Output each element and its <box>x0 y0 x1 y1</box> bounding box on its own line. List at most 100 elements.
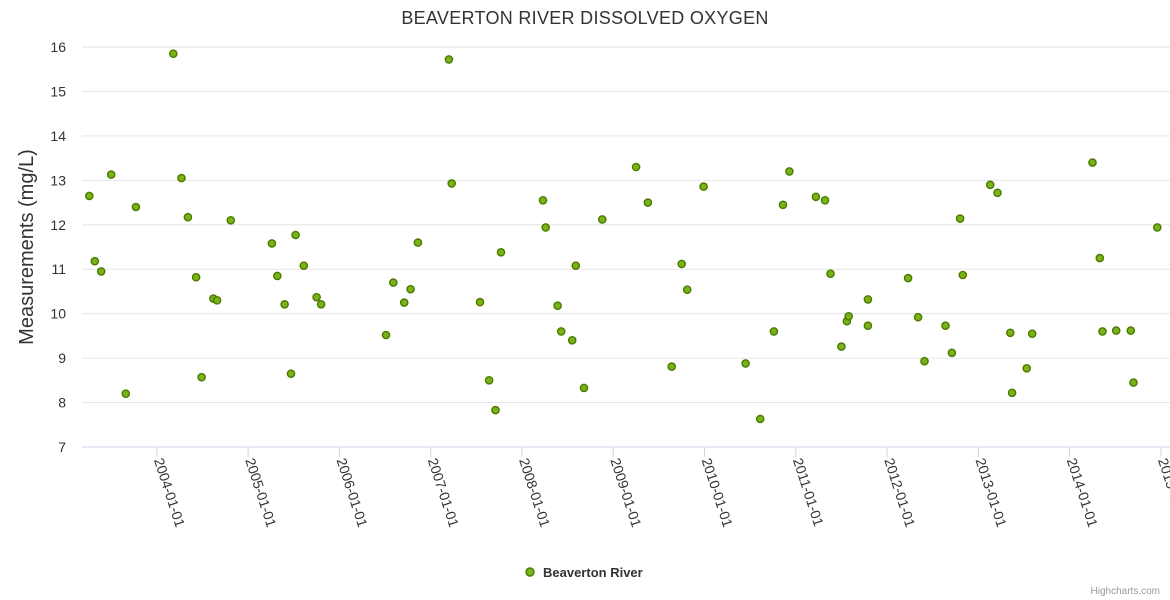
data-point[interactable] <box>484 375 494 385</box>
legend-label-beaverton-river[interactable]: Beaverton River <box>543 565 643 580</box>
data-point[interactable] <box>447 179 457 188</box>
data-point[interactable] <box>191 272 201 282</box>
data-point[interactable] <box>177 173 186 183</box>
data-point[interactable] <box>106 170 116 179</box>
data-point[interactable] <box>444 55 454 64</box>
data-point[interactable] <box>381 330 391 340</box>
data-point[interactable] <box>267 239 277 248</box>
data-point[interactable] <box>631 162 641 172</box>
data-point[interactable] <box>941 321 950 331</box>
y-tick-label: 14 <box>50 128 66 144</box>
data-point[interactable] <box>741 359 750 368</box>
data-point[interactable] <box>475 297 485 307</box>
data-point[interactable] <box>598 215 607 224</box>
data-point[interactable] <box>571 261 581 271</box>
grid-lines <box>82 46 1170 448</box>
data-point[interactable] <box>785 167 794 176</box>
data-point[interactable] <box>985 180 995 190</box>
data-point[interactable] <box>131 202 141 212</box>
data-point[interactable] <box>413 238 423 247</box>
data-point[interactable] <box>863 295 873 304</box>
chart-title: BEAVERTON RIVER DISSOLVED OXYGEN <box>401 8 768 28</box>
y-tick-label: 9 <box>58 350 66 366</box>
data-point[interactable] <box>1153 223 1162 232</box>
data-point[interactable] <box>90 256 100 266</box>
data-point[interactable] <box>769 327 779 336</box>
data-point[interactable] <box>826 269 835 279</box>
series-points <box>85 49 1162 424</box>
data-point[interactable] <box>291 230 300 240</box>
data-point[interactable] <box>820 195 830 205</box>
data-point[interactable] <box>406 284 415 294</box>
data-point[interactable] <box>183 212 193 222</box>
data-point[interactable] <box>553 301 562 311</box>
data-point[interactable] <box>1126 326 1136 335</box>
data-point[interactable] <box>496 247 506 257</box>
data-point[interactable] <box>491 405 500 415</box>
legend[interactable]: Beaverton River <box>525 565 643 580</box>
data-point[interactable] <box>863 321 873 331</box>
x-tick-label: 2007-01-01 <box>425 456 462 529</box>
x-tick-label: 2010-01-01 <box>699 456 736 529</box>
data-point[interactable] <box>1098 327 1107 336</box>
data-point[interactable] <box>1129 378 1138 387</box>
y-axis-label: Measurements (mg/L) <box>16 149 38 345</box>
data-point[interactable] <box>844 311 854 321</box>
data-point[interactable] <box>755 414 765 424</box>
y-axis-ticks: 7 8 9 10 11 12 13 14 15 16 <box>50 39 66 455</box>
x-tick-label: 2004-01-01 <box>151 456 188 529</box>
data-point[interactable] <box>955 214 965 223</box>
data-point[interactable] <box>811 192 821 202</box>
data-point[interactable] <box>682 285 692 295</box>
y-tick-label: 10 <box>50 306 66 322</box>
data-point[interactable] <box>778 200 788 210</box>
data-point[interactable] <box>212 295 222 305</box>
data-point[interactable] <box>96 267 106 276</box>
data-point[interactable] <box>643 198 653 207</box>
data-point[interactable] <box>913 312 923 322</box>
data-point[interactable] <box>197 372 206 382</box>
data-point[interactable] <box>280 299 289 309</box>
data-point[interactable] <box>1111 326 1121 335</box>
data-point[interactable] <box>388 278 398 287</box>
data-point[interactable] <box>312 292 321 302</box>
data-point[interactable] <box>958 270 968 280</box>
data-point[interactable] <box>579 383 589 393</box>
data-point[interactable] <box>85 191 94 201</box>
data-point[interactable] <box>903 273 913 283</box>
data-point[interactable] <box>920 356 929 366</box>
data-point[interactable] <box>677 259 687 269</box>
data-point[interactable] <box>121 389 131 399</box>
data-point[interactable] <box>993 188 1002 198</box>
data-point[interactable] <box>667 362 677 371</box>
data-point[interactable] <box>272 271 282 281</box>
y-tick-label: 12 <box>50 217 66 233</box>
data-point[interactable] <box>1006 328 1015 338</box>
x-tick-label: 2015-01-01 <box>1155 456 1170 529</box>
data-point[interactable] <box>1027 329 1037 339</box>
legend-marker <box>525 567 535 577</box>
data-point[interactable] <box>1088 158 1097 167</box>
y-tick-label: 8 <box>58 395 66 411</box>
data-point[interactable] <box>299 261 309 271</box>
data-point[interactable] <box>556 327 566 336</box>
data-point[interactable] <box>286 369 296 379</box>
data-point[interactable] <box>541 223 551 232</box>
data-point[interactable] <box>947 348 957 358</box>
data-point[interactable] <box>226 215 236 225</box>
y-tick-label: 16 <box>50 39 66 55</box>
data-point[interactable] <box>168 49 178 59</box>
data-point[interactable] <box>699 182 708 191</box>
data-point[interactable] <box>316 299 326 309</box>
data-point[interactable] <box>567 335 577 345</box>
y-tick-label: 7 <box>58 439 66 455</box>
data-point[interactable] <box>837 342 846 351</box>
x-tick-label: 2008-01-01 <box>516 456 553 529</box>
data-point[interactable] <box>399 298 409 307</box>
data-point[interactable] <box>1095 253 1105 263</box>
data-point[interactable] <box>1022 363 1031 373</box>
credits-link[interactable]: Highcharts.com <box>1091 586 1160 597</box>
data-point[interactable] <box>538 195 548 205</box>
data-point[interactable] <box>1007 388 1017 398</box>
